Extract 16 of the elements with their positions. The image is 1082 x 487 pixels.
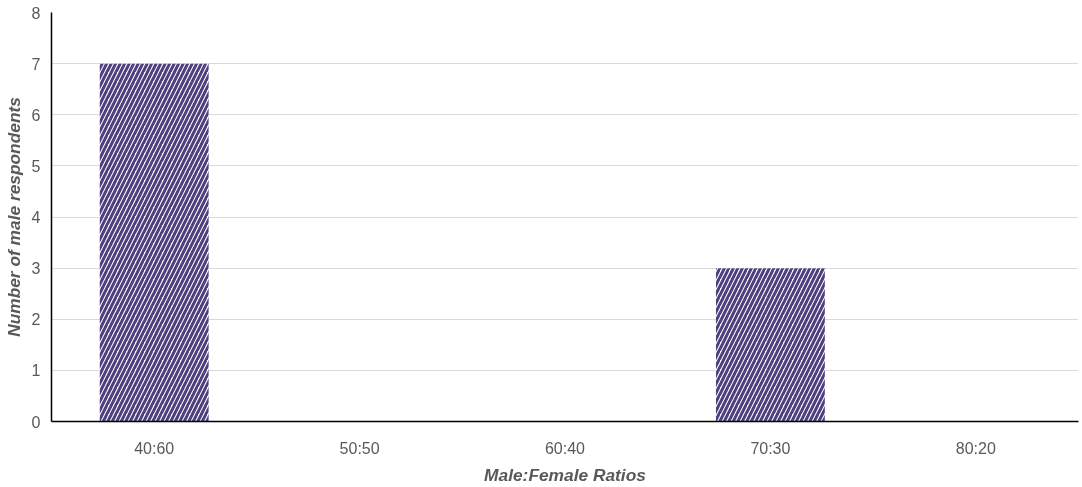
x-tick-label: 80:20 xyxy=(955,439,996,457)
y-tick-label: 4 xyxy=(31,209,41,226)
y-axis-title: Number of male respondents xyxy=(3,96,24,337)
y-tick-label: 7 xyxy=(31,55,41,73)
y-tick-label: 1 xyxy=(31,362,41,380)
y-tick-label: 5 xyxy=(31,157,41,175)
x-tick-label: 70:30 xyxy=(750,439,791,457)
y-tick-label: 6 xyxy=(31,106,41,124)
y-tick-label: 8 xyxy=(31,4,41,22)
x-tick-label: 50:50 xyxy=(339,439,380,457)
y-tick-label: 3 xyxy=(31,260,41,278)
y-tick-label: 2 xyxy=(31,311,41,329)
y-tick-label: 0 xyxy=(31,413,41,431)
x-tick-label: 60:40 xyxy=(544,439,586,457)
x-tick-label: 40:60 xyxy=(134,439,175,457)
x-axis-title: Male:Female Ratios xyxy=(484,464,647,485)
